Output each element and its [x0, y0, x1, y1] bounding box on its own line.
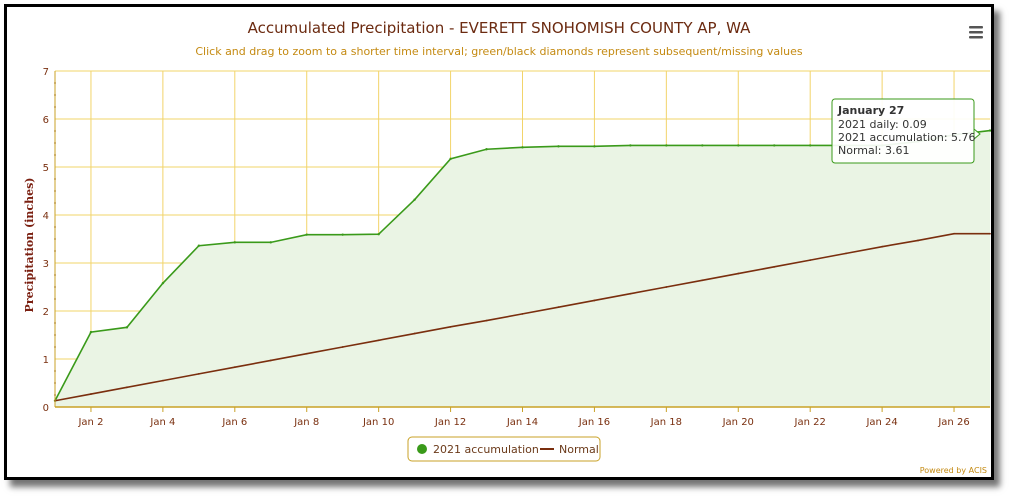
normal-point[interactable]: [593, 299, 596, 302]
legend-item-normal[interactable]: Normal: [540, 443, 599, 456]
normal-point[interactable]: [989, 232, 991, 235]
legend-marker-accumulation: [417, 444, 427, 454]
accumulation-point[interactable]: [485, 148, 488, 151]
y-axis-label: Precipitation (inches): [23, 178, 36, 313]
x-tick-label: Jan 10: [362, 417, 394, 428]
accumulation-point[interactable]: [377, 233, 380, 236]
y-tick-label: 5: [43, 163, 49, 174]
x-tick-label: Jan 24: [865, 417, 897, 428]
x-tick-label: Jan 6: [221, 417, 247, 428]
accumulation-point[interactable]: [89, 330, 93, 334]
normal-point[interactable]: [665, 286, 668, 288]
normal-point[interactable]: [881, 245, 884, 248]
x-tick-label: Jan 2: [77, 417, 103, 428]
accumulation-point[interactable]: [593, 145, 596, 148]
tooltip-line: Normal: 3.61: [838, 144, 910, 157]
normal-point[interactable]: [377, 339, 380, 342]
y-tick-label: 7: [43, 67, 49, 78]
normal-point[interactable]: [485, 319, 488, 322]
tooltip: January 27 2021 daily: 0.09 2021 accumul…: [831, 98, 981, 164]
accumulation-point[interactable]: [665, 144, 668, 147]
x-tick-label: Jan 20: [722, 417, 754, 428]
accumulation-point[interactable]: [557, 145, 560, 148]
normal-point[interactable]: [809, 259, 812, 262]
normal-point[interactable]: [126, 386, 128, 389]
accumulation-point[interactable]: [701, 144, 704, 147]
accumulation-point[interactable]: [808, 144, 812, 147]
accumulation-point[interactable]: [125, 326, 129, 329]
normal-point[interactable]: [737, 272, 740, 275]
accumulation-area: [55, 130, 990, 407]
normal-point[interactable]: [917, 239, 919, 242]
y-tick-label: 1: [43, 355, 49, 366]
tooltip-line: 2021 accumulation: 5.76: [838, 131, 976, 144]
menu-icon[interactable]: [969, 26, 983, 39]
x-tick-label: Jan 12: [434, 417, 466, 428]
normal-point[interactable]: [305, 352, 308, 355]
y-tick-label: 0: [43, 403, 49, 414]
normal-point[interactable]: [773, 265, 776, 268]
x-tick-label: Jan 14: [506, 417, 538, 428]
axes: [54, 71, 990, 412]
accumulation-point[interactable]: [413, 198, 416, 201]
normal-point[interactable]: [953, 232, 955, 235]
legend-item-accumulation[interactable]: 2021 accumulation: [417, 443, 539, 456]
legend-box: [407, 436, 601, 462]
normal-point[interactable]: [557, 306, 560, 309]
y-tick-label: 3: [43, 259, 49, 270]
legend-label-accumulation: 2021 accumulation: [433, 443, 539, 456]
y-tick-label: 6: [43, 115, 49, 126]
legend: 2021 accumulation Normal: [407, 436, 601, 462]
normal-point[interactable]: [629, 292, 632, 295]
accumulation-point[interactable]: [988, 129, 991, 132]
x-tick-label: Jan 22: [794, 417, 826, 428]
chart-title: Accumulated Precipitation - EVERETT SNOH…: [248, 19, 752, 37]
normal-point[interactable]: [161, 379, 164, 382]
normal-point[interactable]: [90, 393, 92, 395]
accumulation-fill: [55, 130, 990, 407]
normal-point[interactable]: [413, 332, 416, 335]
chart-frame: Accumulated Precipitation - EVERETT SNOH…: [4, 4, 994, 480]
chart-svg[interactable]: Accumulated Precipitation - EVERETT SNOH…: [7, 7, 991, 477]
accumulation-point[interactable]: [197, 244, 201, 247]
accumulation-point[interactable]: [449, 157, 452, 161]
normal-point[interactable]: [233, 366, 236, 369]
y-tick-label: 4: [43, 211, 49, 222]
x-tick-label: Jan 16: [578, 417, 610, 428]
x-tick-label: Jan 18: [650, 417, 682, 428]
accumulation-point[interactable]: [341, 233, 344, 236]
normal-point[interactable]: [701, 279, 704, 282]
x-tick-label: Jan 4: [149, 417, 175, 428]
normal-point[interactable]: [521, 312, 524, 315]
normal-point[interactable]: [269, 359, 272, 362]
y-tick-labels: 0 1 2 3 4 5 6 7: [43, 67, 49, 414]
accumulation-point[interactable]: [161, 281, 165, 285]
credits[interactable]: Powered by ACIS: [920, 466, 987, 475]
tooltip-line: 2021 daily: 0.09: [838, 118, 927, 131]
tooltip-title: January 27: [837, 104, 904, 117]
accumulation-point[interactable]: [629, 144, 632, 147]
normal-point[interactable]: [449, 325, 452, 328]
accumulation-point[interactable]: [773, 144, 776, 147]
accumulation-point[interactable]: [233, 241, 237, 244]
chart-subtitle: Click and drag to zoom to a shorter time…: [195, 45, 803, 58]
x-tick-labels: Jan 2 Jan 4 Jan 6 Jan 8 Jan 10 Jan 12 Jan 14 Ja…: [77, 417, 969, 428]
tooltip-pointer: [973, 127, 981, 141]
x-tick-label: Jan 8: [293, 417, 319, 428]
normal-point[interactable]: [845, 252, 848, 255]
accumulation-point[interactable]: [737, 144, 740, 147]
normal-point[interactable]: [197, 372, 200, 375]
legend-label-normal: Normal: [559, 443, 599, 456]
accumulation-point[interactable]: [269, 241, 272, 244]
normal-point[interactable]: [341, 346, 344, 348]
accumulation-point[interactable]: [305, 233, 308, 236]
x-tick-label: Jan 26: [937, 417, 969, 428]
y-tick-label: 2: [43, 307, 49, 318]
accumulation-point[interactable]: [521, 146, 524, 149]
